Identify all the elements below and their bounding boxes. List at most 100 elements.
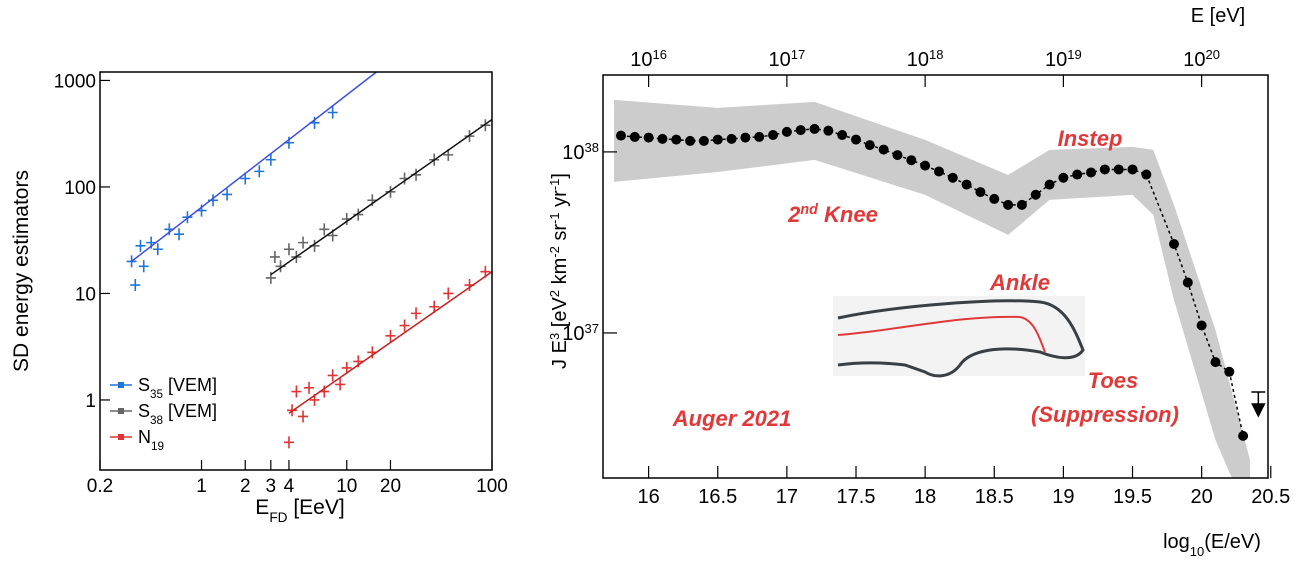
text-part: (Suppression) [1031,402,1179,427]
data-point [1072,169,1083,180]
text-part: Ankle [989,270,1050,295]
text-part: log [1163,531,1190,553]
data-point [327,369,338,382]
text-part: -1 [547,179,562,191]
data-point [726,133,737,144]
x-tick-label: 18.5 [975,486,1014,508]
data-point [1113,164,1124,175]
text-part: S [138,375,150,395]
text-part: 10 [1190,544,1204,559]
y-axis-label: SD energy estimators [10,170,33,372]
foot-sketch [833,296,1085,378]
data-point [878,144,889,155]
annotation: Toes [1088,368,1139,393]
data-point [629,131,640,142]
fit-line [288,271,493,414]
data-point [385,185,396,198]
data-point [781,126,792,137]
tick-base: 10 [769,49,791,71]
x-axis-label: log10(E/eV) [1163,531,1261,559]
data-point [298,410,309,423]
data-point [657,133,668,144]
x-tick-label: 2 [240,476,251,497]
text-part: 19 [151,440,164,453]
arch-line [837,315,1046,353]
annotation: (Suppression) [1031,402,1179,427]
tick-base: 10 [907,49,929,71]
annotation: 2nd Knee [787,202,878,227]
tick-base: 10 [630,49,652,71]
text-part: [VEM] [163,401,217,421]
text-part: -2 [547,246,562,258]
data-point [906,155,917,166]
data-point [399,319,410,332]
text-part: 38 [150,414,163,427]
data-point [429,300,440,313]
tick-base: 10 [1183,49,1205,71]
legend-marker [118,382,124,388]
x-tick-label: 17 [776,486,798,508]
x-tick-label: 18 [914,486,936,508]
data-point [222,188,233,201]
data-point [341,361,352,374]
data-point [740,132,751,143]
data-point [754,131,765,142]
text-part: 35 [150,388,164,401]
tick-exponent: 18 [929,47,943,62]
text-part: nd [800,202,818,218]
tick-base: 10 [1045,49,1067,71]
data-point [126,255,137,268]
x-tick-label: 10 [336,476,357,497]
text-part: [eV [549,297,571,333]
text-part: sr [549,224,571,247]
x2-axis-label: E [eV] [1191,5,1245,27]
text-part: -1 [547,212,562,224]
data-point [182,211,193,224]
data-point [892,150,903,161]
text-part: (E/eV) [1204,531,1261,553]
data-point [975,187,986,198]
data-point [240,172,251,185]
data-point [933,166,944,177]
data-point [685,135,696,146]
foot-outline [837,299,1085,378]
legend-label: S38 [VEM] [138,401,217,427]
y-tick-label: 1037 [562,320,599,345]
legend-marker [118,434,124,440]
text-part: km [549,258,571,290]
annotation: Auger 2021 [672,406,792,431]
data-point [480,119,491,132]
data-point [319,223,330,236]
text-part: S [138,401,150,421]
fit-line [270,118,493,276]
y-tick-label: 10 [75,284,96,305]
legend-marker [118,408,124,414]
data-point [353,208,364,221]
text-part: [EeV] [288,496,345,519]
text-part: FD [269,510,287,525]
x-tick-label: 20.5 [1251,486,1290,508]
data-point [152,243,163,256]
data-point [291,385,302,398]
data-point [283,243,294,256]
tick-exponent: 20 [1206,47,1220,62]
data-point [1127,164,1138,175]
text-part: yr [549,190,571,213]
text-part: E [255,496,269,519]
data-point [265,271,276,284]
data-point [283,436,294,449]
data-point [1141,169,1152,180]
data-point [411,307,422,320]
text-part: 2 [547,290,562,297]
data-point [809,123,820,134]
plot-frame [99,71,493,471]
data-point [961,179,972,190]
systematic-band [614,99,1251,478]
data-point [1003,199,1014,210]
plot-frame [602,74,1269,479]
data-point [989,193,1000,204]
data-point [1086,167,1097,178]
x2-tick-label: 1017 [769,47,806,72]
